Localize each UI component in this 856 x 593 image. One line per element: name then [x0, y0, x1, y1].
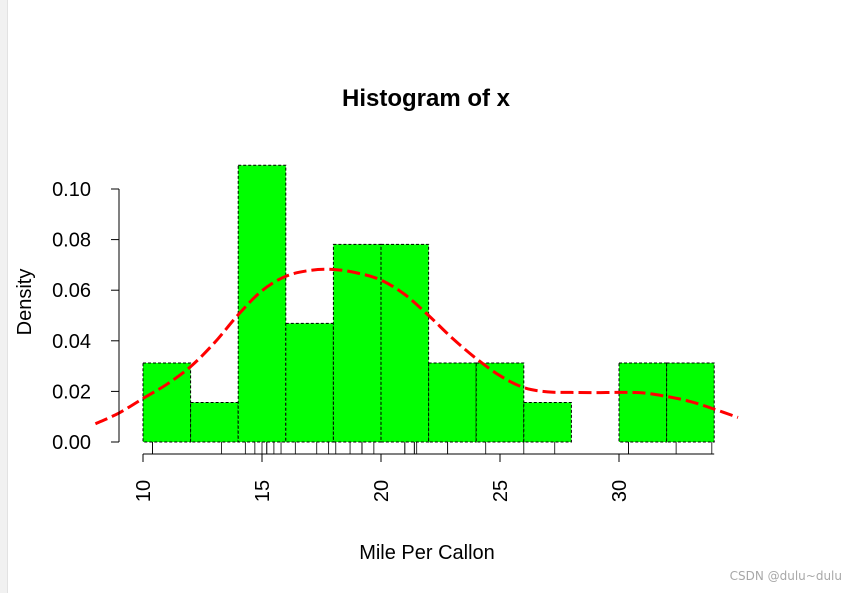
y-axis-title: Density: [14, 269, 36, 336]
histogram-bar: [618, 362, 668, 443]
y-tick-label: 0.06: [52, 280, 91, 302]
x-tick-label: 10: [133, 480, 155, 502]
x-tick-label: 20: [371, 480, 393, 502]
histogram-bar: [380, 243, 430, 443]
window-left-edge: [0, 0, 8, 593]
y-tick-label: 0.10: [52, 179, 91, 201]
x-tick-label: 15: [252, 480, 274, 502]
density-curve: [94, 267, 739, 426]
histogram-bar: [142, 362, 192, 443]
histogram-bar: [285, 322, 334, 443]
histogram-bars: [142, 164, 715, 443]
x-tick-label: 25: [490, 480, 512, 502]
x-tick-label: 30: [609, 480, 631, 502]
y-tick-label: 0.08: [52, 230, 91, 252]
watermark: CSDN @dulu~dulu: [729, 569, 842, 583]
y-tick-label: 0.00: [52, 432, 91, 454]
histogram-bar: [428, 362, 477, 443]
histogram-bar: [237, 164, 287, 443]
x-axis-ticks: [142, 454, 620, 462]
y-tick-label: 0.02: [52, 381, 91, 403]
y-axis-ticks: [111, 188, 119, 443]
rug-marks: [152, 442, 713, 454]
y-tick-label: 0.04: [52, 331, 91, 353]
histogram-bar: [523, 401, 572, 443]
x-axis-title: Mile Per Callon: [359, 542, 495, 564]
histogram-bar: [190, 401, 239, 443]
chart-title: Histogram of x: [342, 85, 511, 112]
